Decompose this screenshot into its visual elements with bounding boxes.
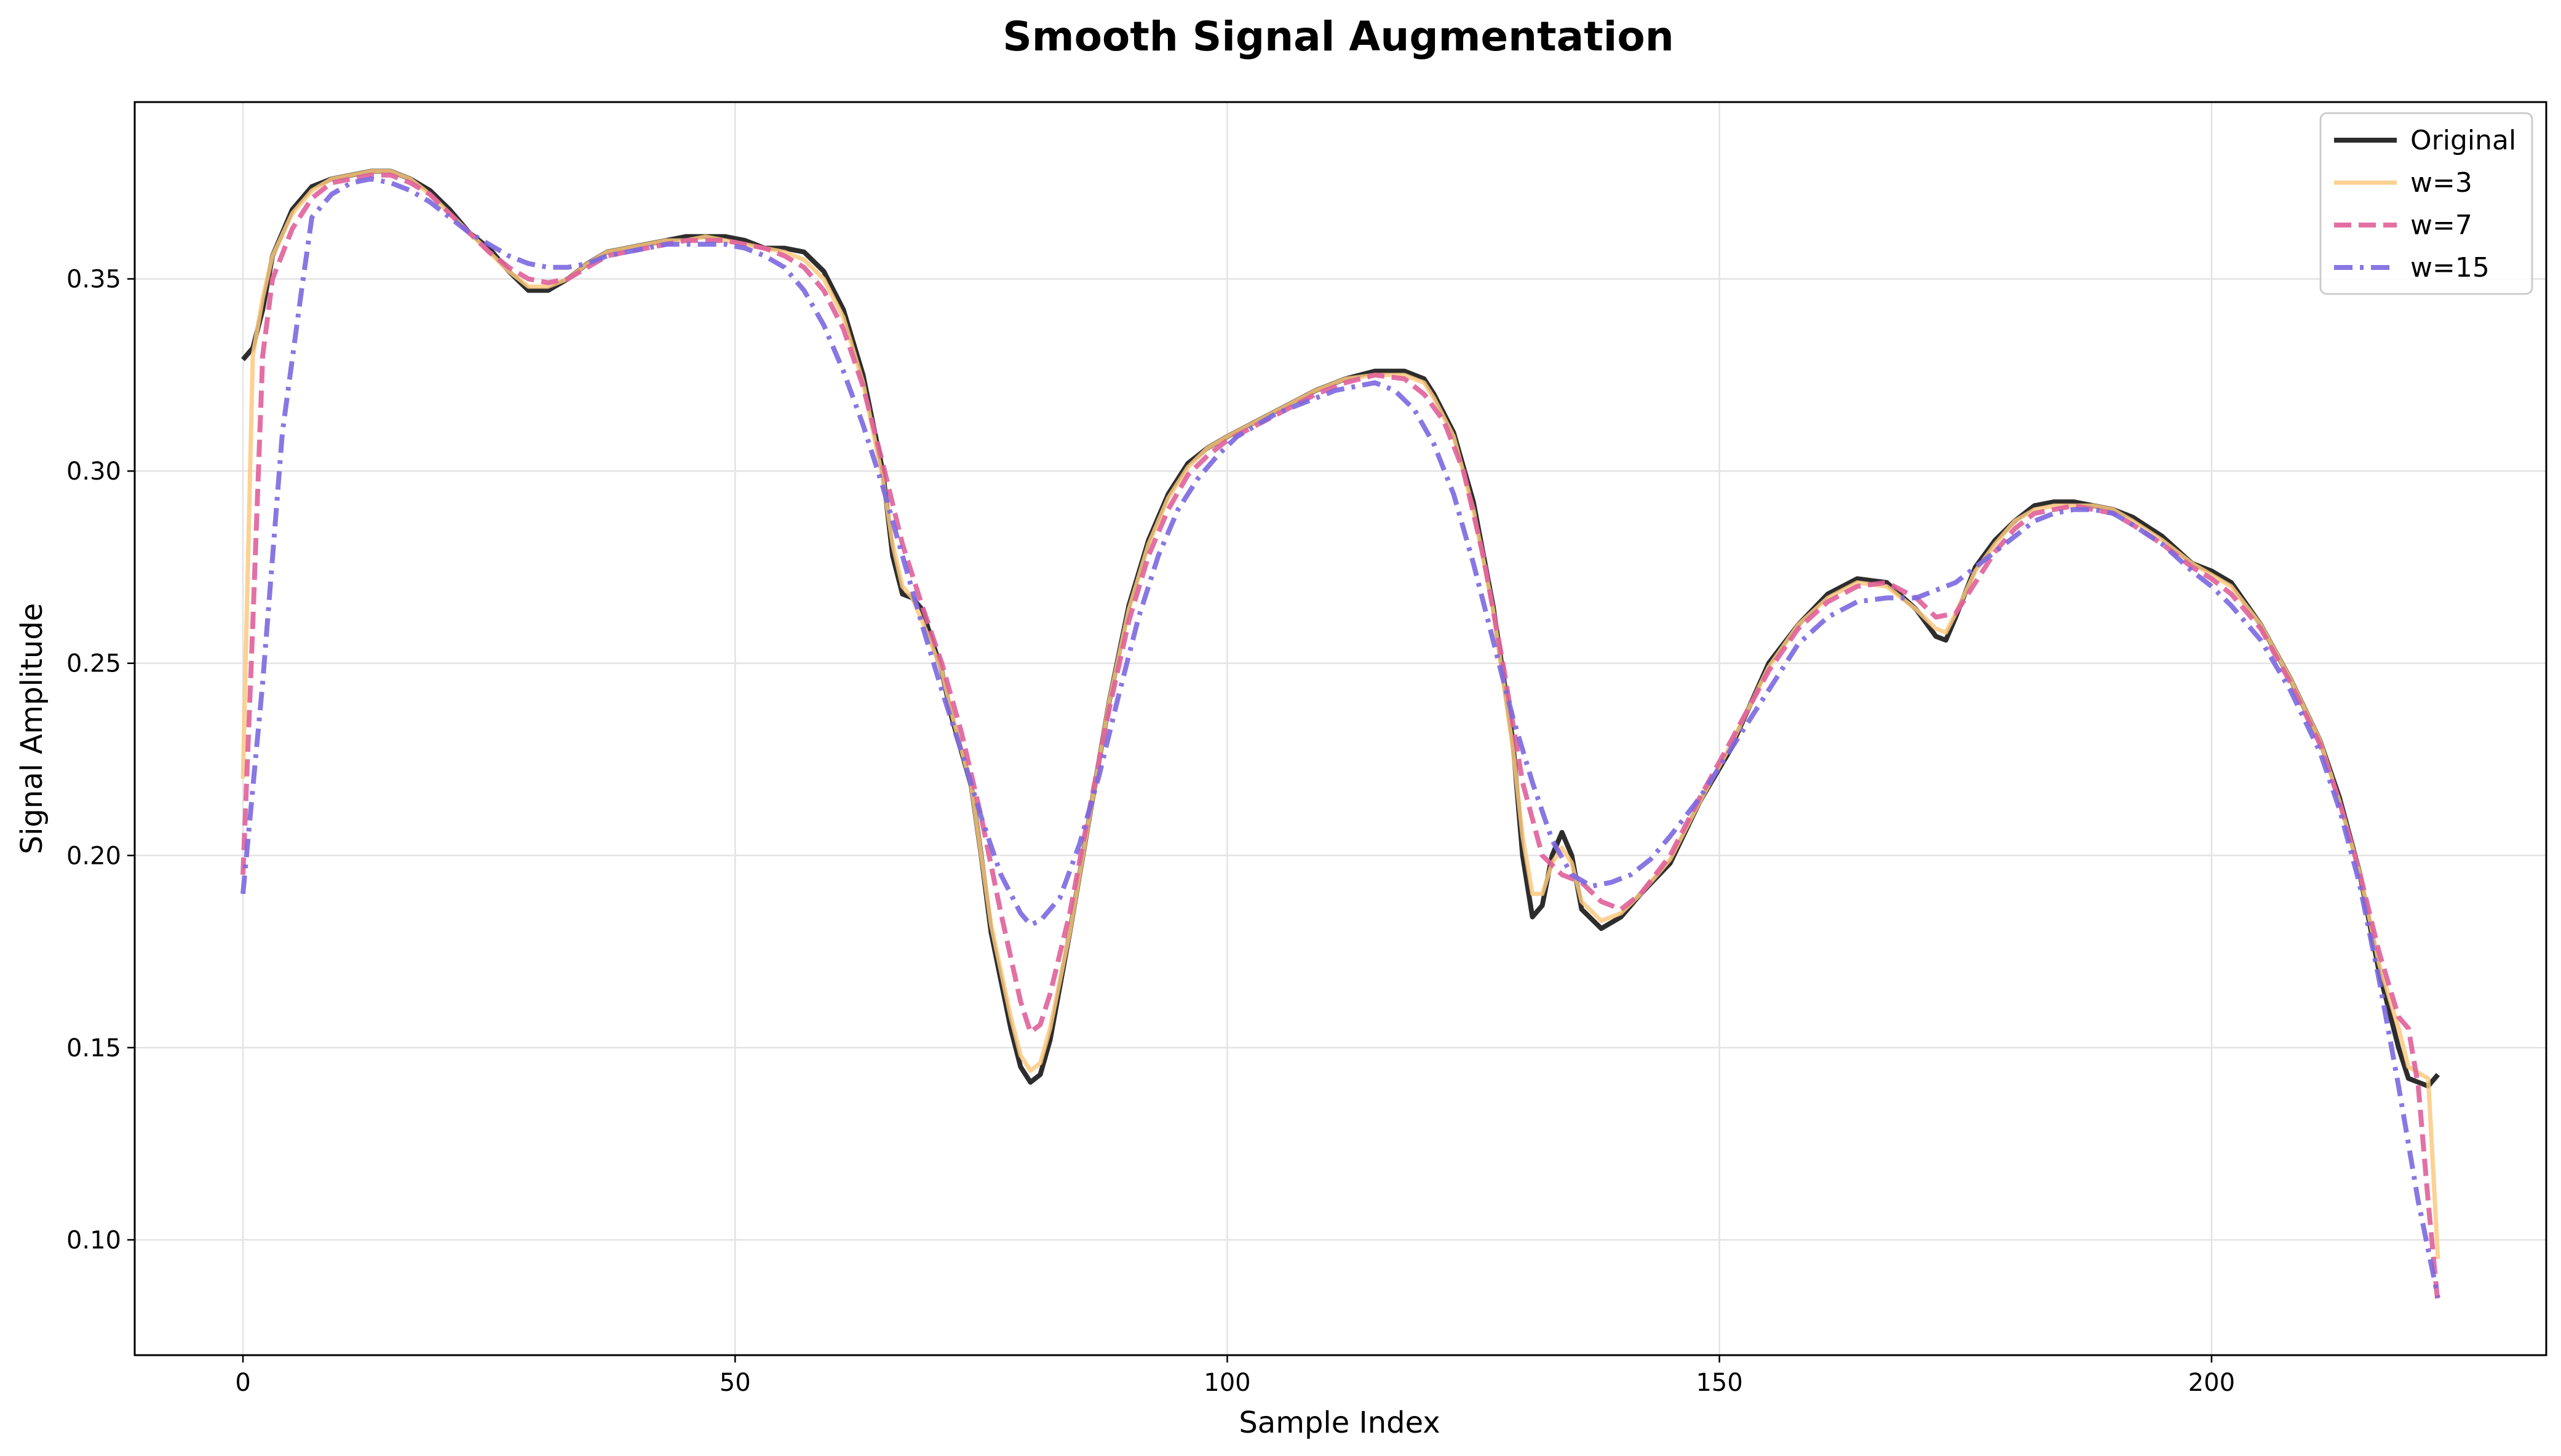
x-tick-label: 100 (1204, 1369, 1250, 1397)
x-tick-label: 50 (720, 1369, 751, 1397)
series-line-2 (240, 169, 2440, 1259)
x-axis-label: Sample Index (1239, 1406, 1440, 1440)
y-tick-label: 0.15 (66, 1034, 121, 1062)
legend: Original w=3 w=7 w=15 (2319, 112, 2533, 295)
x-tick-label: 200 (2188, 1369, 2235, 1397)
chart-title: Smooth Signal Augmentation (1003, 13, 1674, 60)
y-tick-label: 0.35 (66, 266, 121, 294)
legend-box (2319, 112, 2533, 295)
y-axis-label: Signal Amplitude (15, 603, 49, 855)
legend-label-1: Original (2410, 125, 2516, 156)
plot-frame (133, 101, 2547, 1356)
legend-label-2: w=3 (2410, 167, 2472, 199)
x-tick-label: 0 (235, 1369, 250, 1397)
y-tick-label: 0.10 (66, 1226, 121, 1254)
series-line-3 (240, 172, 2440, 1306)
series-group (240, 168, 2440, 1306)
grid (135, 102, 2546, 1355)
y-tick-label: 0.30 (66, 457, 121, 486)
legend-label-3: w=7 (2410, 210, 2472, 241)
y-tick-label: 0.20 (66, 842, 121, 870)
series-line-4 (240, 176, 2440, 1299)
legend-label-4: w=15 (2410, 252, 2490, 283)
y-tick-label: 0.25 (66, 650, 121, 678)
x-tick-label: 150 (1696, 1369, 1742, 1397)
ticks: 0 50 100 150 200 0.10 0.15 0.20 0.25 0.30 0.35 (66, 266, 2235, 1397)
